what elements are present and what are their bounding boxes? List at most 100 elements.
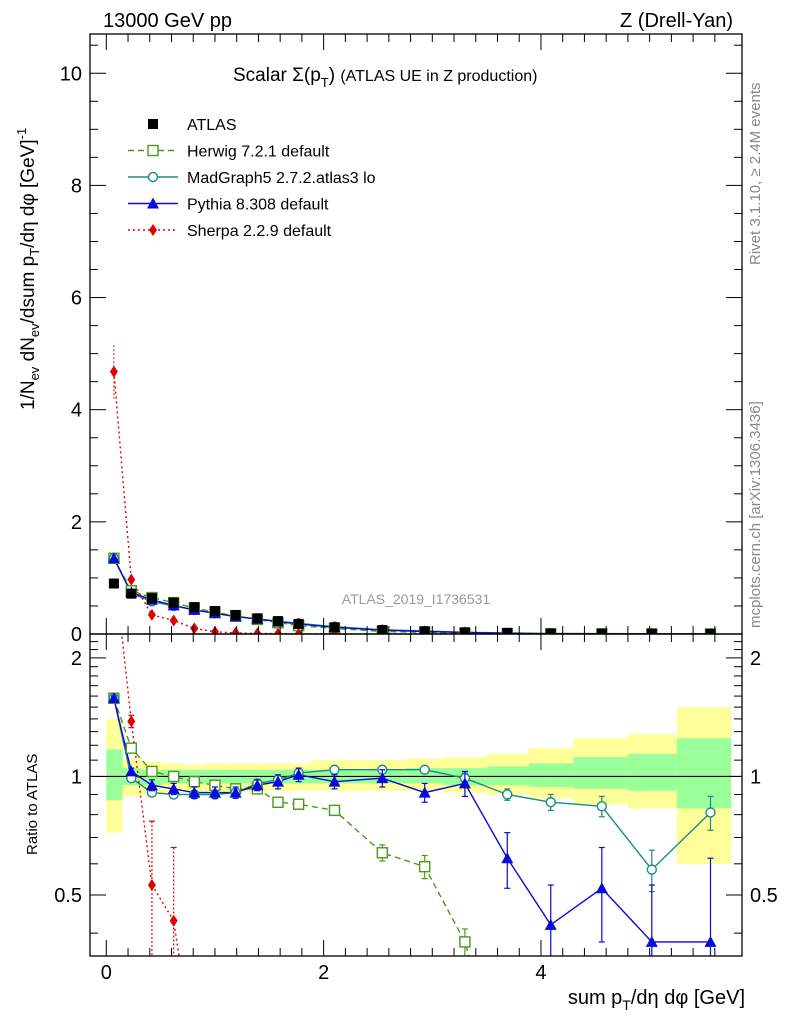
ratio-band-stat: [676, 738, 732, 809]
ratio-point-pythia: [501, 852, 514, 864]
ratio-point-pythia: [167, 782, 180, 794]
main-point-atlas: [705, 628, 716, 634]
ratio-point-herwig: [125, 742, 137, 754]
main-y-tick-label: 0: [71, 624, 82, 646]
ratio-point-pythia: [229, 786, 242, 798]
ratio-point-pythia: [645, 935, 658, 947]
ratio-point-madgraph5: [705, 807, 716, 818]
legend-item-atlas: ATLAS: [148, 117, 237, 134]
energy-label: 13000 GeV pp: [103, 10, 232, 32]
main-y-tick-label: 2: [71, 512, 82, 534]
ratio-point-pythia: [458, 777, 471, 789]
ratio-line-herwig: [113, 697, 470, 956]
legend-label-pythia: Pythia 8.308 default: [187, 197, 329, 214]
ratio-point-pythia: [418, 786, 431, 798]
chart-title: Scalar Σ(pT) (ATLAS UE in Z production): [233, 65, 537, 90]
rivet-label: Rivet 3.1.10, ≥ 2.4M events: [747, 83, 764, 266]
ratio-point-herwig: [292, 798, 305, 810]
main-point-atlas: [646, 628, 657, 634]
main-point-sherpa: [127, 573, 136, 586]
ratio-point-madgraph5: [419, 764, 430, 775]
mcplots-label: mcplots.cern.ch [arXiv:1306.3436]: [747, 401, 764, 628]
ratio-point-madgraph5: [502, 789, 513, 800]
ratio-plot-area: [107, 634, 717, 956]
main-point-atlas: [377, 625, 388, 634]
main-point-atlas: [209, 606, 220, 617]
main-point-atlas: [230, 609, 241, 620]
main-point-atlas: [252, 613, 263, 624]
main-point-sherpa: [169, 614, 178, 627]
ratio-point-pythia: [125, 765, 138, 777]
ratio-point-pythia: [595, 882, 608, 894]
main-point-sherpa: [190, 622, 199, 634]
ratio-y-tick-label-right: 1: [750, 766, 761, 788]
ratio-point-pythia: [544, 918, 557, 930]
main-point-sherpa: [231, 626, 240, 634]
ratio-point-pythia: [251, 779, 264, 791]
main-point-atlas: [293, 618, 304, 629]
legend-item-pythia: Pythia 8.308 default: [128, 197, 329, 214]
ratio-point-sherpa: [169, 914, 178, 927]
main-y-tick-label: 10: [60, 63, 82, 85]
main-y-tick-label: 6: [71, 288, 82, 310]
ratio-point-madgraph5: [329, 764, 340, 775]
legend-item-herwig: Herwig 7.2.1 default: [128, 144, 330, 161]
ratio-point-sherpa: [127, 715, 136, 728]
ratio-point-madgraph5: [545, 797, 556, 808]
ratio-y-tick-label: 0.5: [54, 885, 82, 907]
main-point-atlas: [168, 597, 179, 608]
ratio-point-madgraph5: [596, 801, 608, 812]
main-point-sherpa: [147, 608, 156, 621]
ratio-point-herwig: [167, 770, 180, 783]
legend-item-madgraph5: MadGraph5 2.7.2.atlas3 lo: [128, 170, 376, 187]
main-point-atlas: [108, 578, 119, 589]
ratio-point-herwig: [376, 847, 389, 859]
legend-marker-herwig: [147, 144, 159, 157]
analysis-watermark: ATLAS_2019_I1736531: [342, 591, 491, 607]
main-point-atlas: [146, 593, 157, 604]
ratio-point-herwig: [328, 804, 341, 817]
ratio-point-pythia: [145, 779, 158, 791]
main-point-atlas: [272, 616, 283, 627]
ratio-point-pythia: [208, 786, 221, 798]
ratio-band-stat: [106, 749, 123, 801]
legend-marker-madgraph5: [147, 171, 159, 183]
ratio-point-pythia: [376, 772, 389, 784]
ratio-point-herwig: [188, 775, 201, 788]
ratio-point-madgraph5: [646, 864, 658, 875]
legend-label-madgraph5: MadGraph5 2.7.2.atlas3 lo: [187, 170, 376, 187]
ratio-point-pythia: [107, 692, 120, 704]
ratio-band-stat: [529, 763, 574, 788]
ratio-point-pythia: [292, 768, 305, 780]
main-point-atlas: [419, 626, 430, 634]
legend-marker-pythia: [147, 197, 159, 209]
main-plot-area: [107, 345, 717, 634]
x-tick-label: 0: [101, 962, 112, 984]
x-tick-label: 4: [535, 962, 546, 984]
ratio-y-tick-label-right: 0.5: [750, 885, 778, 907]
legend-item-sherpa: Sherpa 2.2.9 default: [128, 223, 332, 240]
ratio-y-tick-label: 2: [71, 648, 82, 670]
main-y-tick-label: 4: [71, 400, 82, 422]
legend-marker-sherpa: [149, 224, 157, 236]
main-point-atlas: [126, 588, 137, 599]
ratio-point-herwig: [418, 860, 431, 873]
main-point-pythia: [107, 552, 120, 564]
ratio-uncertainty-bands: [90, 707, 742, 864]
main-point-sherpa: [109, 365, 118, 378]
legend: ATLAS Herwig 7.2.1 default MadGraph5 2.7.2…: [128, 117, 376, 240]
main-y-axis-label: 1/Nev dNev/dsum pT/dη dφ [GeV]-1: [14, 128, 42, 410]
main-point-atlas: [502, 627, 513, 634]
x-tick-label: 2: [318, 962, 329, 984]
main-point-atlas: [459, 627, 470, 634]
legend-marker-atlas: [148, 119, 158, 129]
ratio-point-herwig: [459, 936, 471, 948]
ratio-point-herwig: [272, 796, 284, 808]
ratio-y-tick-label-right: 2: [750, 648, 761, 670]
main-point-sherpa: [253, 627, 262, 634]
main-point-atlas: [329, 622, 340, 633]
main-point-atlas: [596, 628, 607, 634]
x-axis-label: sum pT/dη dφ [GeV]: [568, 987, 745, 1013]
ratio-y-axis-label: Ratio to ATLAS: [24, 754, 41, 855]
